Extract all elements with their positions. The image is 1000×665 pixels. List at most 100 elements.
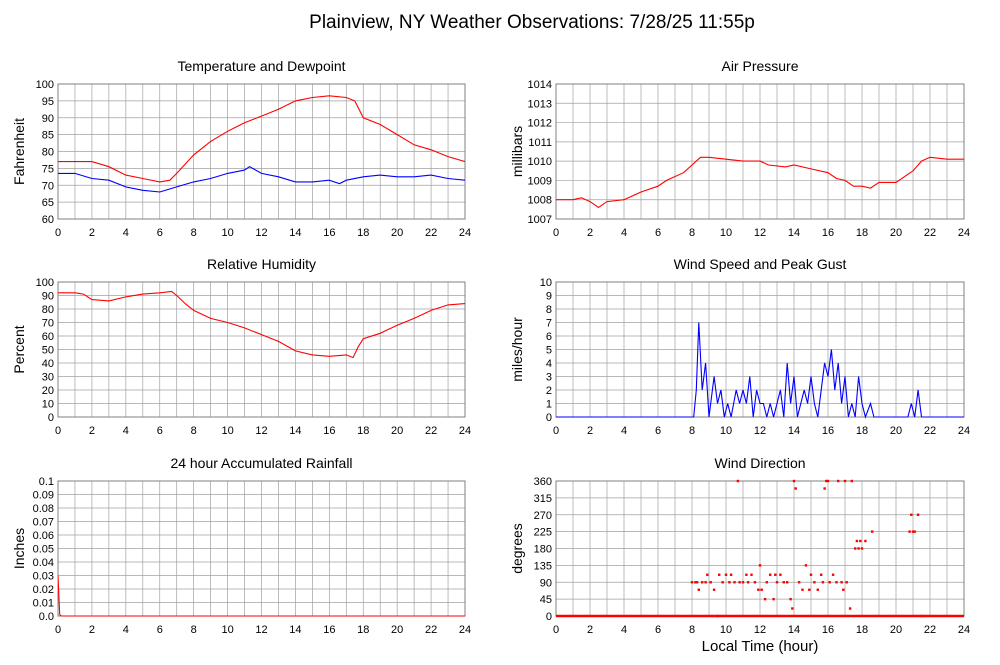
data-point — [860, 547, 864, 550]
x-tick-label: 18 — [357, 425, 369, 437]
data-point — [843, 479, 847, 483]
x-tick-label: 22 — [425, 227, 437, 239]
y-tick-label: 1008 — [528, 195, 552, 207]
x-tick-label: 2 — [587, 425, 593, 437]
x-tick-label: 4 — [123, 425, 129, 437]
y-tick-label: 100 — [36, 79, 54, 91]
x-tick-label: 18 — [357, 624, 369, 636]
data-point — [738, 581, 741, 584]
data-point — [855, 539, 859, 543]
chart-wind: Wind Speed and Peak Gustmiles/hour012345… — [509, 256, 970, 437]
y-tick-label: 60 — [42, 331, 54, 343]
data-point — [792, 479, 796, 483]
y-tick-label: 40 — [42, 358, 54, 370]
y-tick-label: 0.04 — [33, 557, 54, 569]
y-tick-label: 65 — [42, 197, 54, 209]
y-axis-label: millibars — [509, 126, 525, 177]
y-tick-label: 0.07 — [33, 517, 54, 529]
y-tick-label: 315 — [534, 493, 552, 505]
y-tick-label: 85 — [42, 130, 54, 142]
y-tick-label: 80 — [42, 147, 54, 159]
data-point — [774, 573, 777, 576]
y-tick-label: 0.03 — [33, 571, 54, 583]
y-tick-label: 45 — [540, 594, 552, 606]
plot-frame — [555, 83, 965, 220]
chart-title: Temperature and Dewpoint — [177, 58, 345, 74]
x-tick-label: 16 — [822, 227, 834, 239]
x-tick-label: 20 — [890, 624, 902, 636]
x-tick-label: 20 — [391, 425, 403, 437]
x-tick-label: 20 — [890, 425, 902, 437]
x-tick-label: 22 — [425, 624, 437, 636]
x-tick-label: 12 — [255, 227, 267, 239]
data-point — [760, 588, 763, 591]
data-point — [826, 479, 830, 483]
series-line-1 — [58, 166, 465, 193]
series-line-0 — [58, 290, 465, 359]
plot-frame — [555, 281, 965, 418]
data-point — [871, 530, 874, 533]
data-point — [859, 539, 862, 543]
y-tick-label: 70 — [42, 318, 54, 330]
y-tick-label: 0.08 — [33, 503, 54, 515]
data-point — [854, 547, 857, 550]
x-tick-label: 6 — [157, 624, 163, 636]
x-tick-label: 8 — [191, 624, 197, 636]
x-tick-label: 12 — [754, 624, 766, 636]
page-title: Plainview, NY Weather Observations: 7/28… — [309, 12, 755, 33]
y-tick-label: 0.06 — [33, 530, 54, 542]
x-tick-label: 6 — [655, 227, 661, 239]
data-point — [757, 588, 760, 591]
x-tick-label: 14 — [788, 624, 800, 636]
y-tick-label: 0.1 — [39, 476, 54, 488]
y-tick-label: 0 — [48, 412, 54, 424]
data-point — [920, 614, 923, 618]
x-tick-label: 14 — [289, 425, 301, 437]
y-tick-label: 90 — [42, 291, 54, 303]
y-tick-label: 5 — [546, 345, 552, 357]
x-tick-label: 8 — [689, 227, 695, 239]
y-tick-label: 0.05 — [33, 544, 54, 556]
data-point — [690, 581, 694, 584]
x-tick-label: 0 — [55, 227, 61, 239]
x-tick-label: 10 — [221, 624, 233, 636]
x-tick-label: 22 — [924, 425, 936, 437]
data-point — [718, 573, 721, 576]
x-tick-label: 0 — [553, 425, 559, 437]
y-axis-label: Inches — [11, 528, 27, 569]
x-tick-label: 4 — [621, 425, 627, 437]
x-tick-label: 0 — [553, 624, 559, 636]
y-tick-label: 135 — [534, 560, 552, 572]
y-tick-label: 95 — [42, 96, 54, 108]
data-point — [913, 530, 916, 533]
data-point — [706, 573, 709, 576]
data-point — [765, 581, 768, 584]
chart-title: Relative Humidity — [207, 256, 316, 272]
data-point — [837, 479, 840, 483]
data-point — [772, 597, 775, 601]
data-point — [729, 573, 733, 576]
data-point — [745, 573, 748, 576]
x-tick-label: 16 — [323, 425, 335, 437]
x-tick-label: 18 — [357, 227, 369, 239]
x-tick-label: 20 — [391, 227, 403, 239]
data-point — [753, 581, 757, 584]
data-point — [775, 581, 779, 584]
x-tick-label: 20 — [890, 227, 902, 239]
series-line-0 — [58, 95, 465, 183]
data-point — [831, 573, 835, 576]
x-tick-label: 0 — [55, 624, 61, 636]
chart-title: Wind Speed and Peak Gust — [674, 256, 847, 272]
y-tick-label: 70 — [42, 180, 54, 192]
x-tick-label: 14 — [788, 227, 800, 239]
x-tick-label: 16 — [323, 227, 335, 239]
data-point — [823, 487, 826, 490]
y-tick-label: 0.09 — [33, 490, 54, 502]
x-tick-label: 16 — [822, 425, 834, 437]
x-tick-label: 2 — [89, 227, 95, 239]
x-tick-label: 8 — [689, 624, 695, 636]
chart-pressure: Air Pressuremillibars1007100810091010101… — [509, 58, 970, 239]
x-axis-label: Local Time (hour) — [702, 638, 819, 655]
data-point — [842, 588, 845, 591]
x-tick-label: 8 — [191, 425, 197, 437]
